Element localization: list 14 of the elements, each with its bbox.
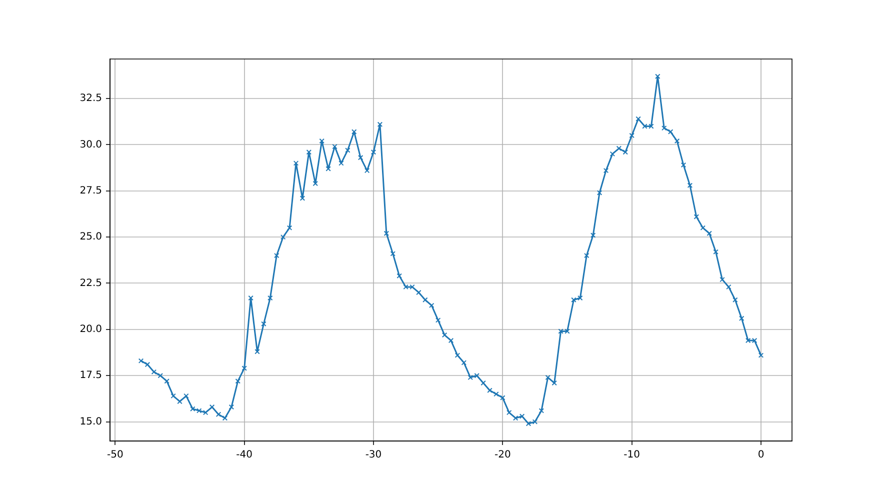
y-tick-label: 30.0 (80, 139, 102, 150)
y-tick-label: 20.0 (80, 324, 102, 336)
x-tick-label: -30 (365, 450, 382, 461)
y-tick-label: 22.5 (80, 278, 102, 289)
x-tick-label: -20 (494, 450, 511, 461)
y-tick-label: 32.5 (80, 93, 102, 104)
y-tick-label: 27.5 (80, 185, 102, 196)
x-tick-label: -50 (106, 450, 124, 461)
y-tick-label: 25.0 (80, 232, 102, 243)
y-tick-label: 17.5 (80, 370, 102, 382)
x-tick-label: 0 (758, 450, 764, 461)
x-tick-label: -10 (624, 450, 640, 461)
y-tick-label: 15.0 (80, 416, 102, 428)
x-tick-label: -40 (236, 450, 253, 461)
